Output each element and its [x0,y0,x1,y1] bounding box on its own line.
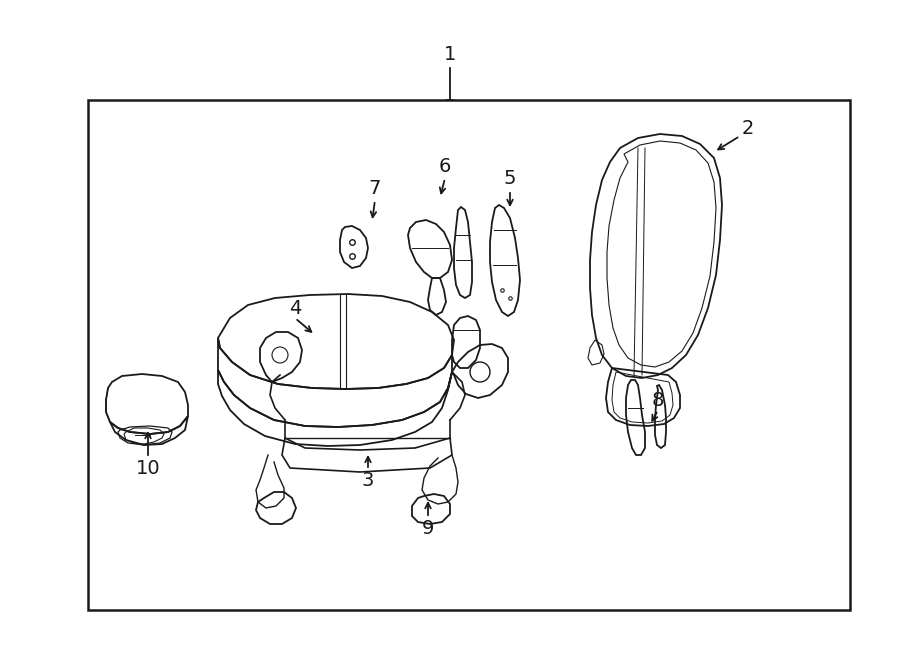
Text: 3: 3 [362,471,374,490]
Text: 10: 10 [136,459,160,477]
Text: 8: 8 [652,391,664,410]
Text: 9: 9 [422,518,434,537]
Bar [88,100,850,610]
Text: 7: 7 [369,178,382,198]
Text: 4: 4 [289,299,302,317]
Text: 1: 1 [444,46,456,65]
Text: 2: 2 [742,118,754,137]
Text: 6: 6 [439,157,451,176]
Text: 5: 5 [504,169,517,188]
